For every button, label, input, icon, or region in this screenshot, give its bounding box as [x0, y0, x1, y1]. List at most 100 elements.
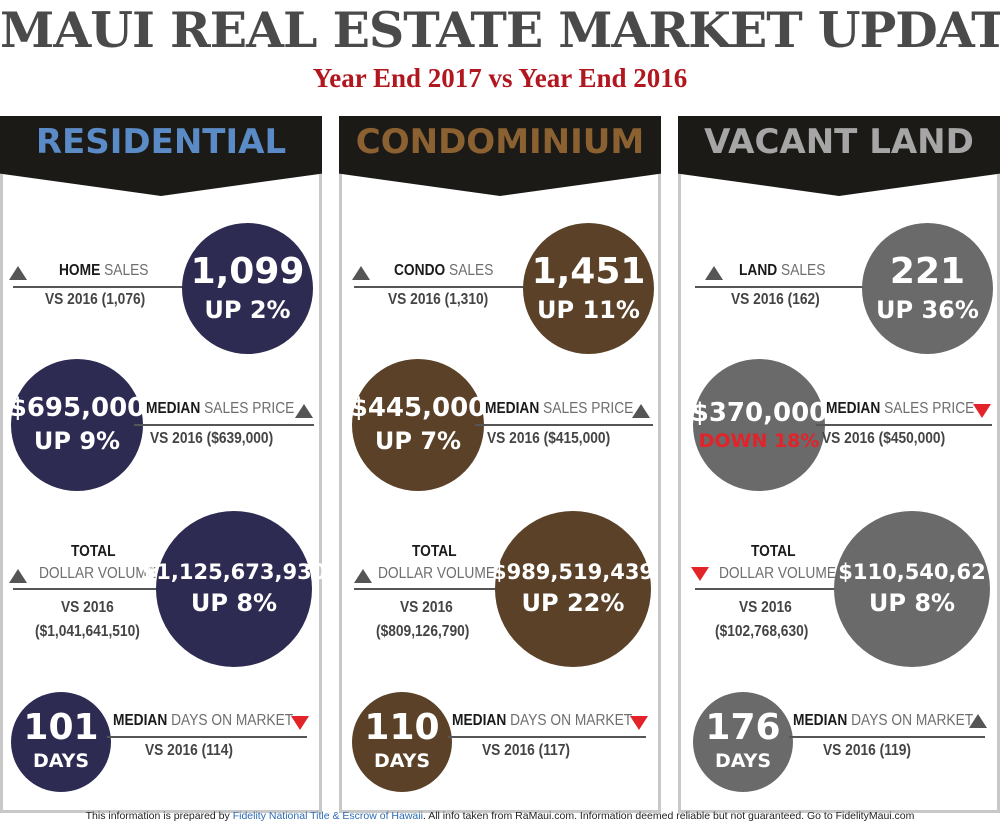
- residential-panel: RESIDENTIAL HOME SALES VS 2016 (1,076) 1…: [0, 116, 326, 813]
- fidelity-link[interactable]: Fidelity National Title & Escrow of Hawa…: [232, 810, 423, 822]
- up-arrow-icon: [354, 569, 372, 583]
- condominium-banner: CONDOMINIUM: [339, 116, 661, 196]
- sales-value: 221: [889, 250, 966, 292]
- divider: [354, 588, 504, 590]
- days-unit: DAYS: [373, 750, 431, 772]
- volume-change: UP 8%: [190, 589, 278, 617]
- volume-value: $1,125,673,930: [141, 560, 327, 584]
- days-vs-2016: VS 2016 (119): [823, 742, 911, 759]
- page-title: MAUI REAL ESTATE MARKET UPDATE: [0, 1, 1000, 59]
- residential-banner: RESIDENTIAL: [0, 116, 322, 196]
- price-circle: $695,000 UP 9%: [8, 359, 146, 491]
- divider: [13, 286, 199, 288]
- up-arrow-icon: [295, 404, 313, 418]
- sales-change: UP 2%: [204, 295, 291, 324]
- volume-circle: $989,519,439 UP 22%: [491, 511, 655, 667]
- price-value: $445,000: [349, 393, 487, 423]
- up-arrow-icon: [9, 266, 27, 280]
- days-unit: DAYS: [714, 750, 772, 772]
- divider: [354, 286, 542, 288]
- page-subtitle: Year End 2017 vs Year End 2016: [312, 63, 688, 93]
- condominium-banner-title: CONDOMINIUM: [355, 122, 645, 162]
- volume-vs-2016-value: ($809,126,790): [376, 623, 470, 640]
- days-value: 176: [705, 707, 781, 748]
- divider: [695, 588, 845, 590]
- price-circle: $370,000 DOWN 18%: [690, 359, 828, 491]
- volume-vs-2016: VS 2016: [739, 599, 792, 616]
- price-value: $695,000: [8, 393, 146, 423]
- vacant-land-panel: VACANT LAND LAND SALES VS 2016 (162) 221…: [678, 116, 1000, 813]
- divider: [816, 424, 992, 426]
- days-value: 110: [364, 707, 440, 748]
- divider: [695, 286, 881, 288]
- price-change: DOWN 18%: [698, 430, 820, 452]
- sales-change: UP 11%: [537, 295, 640, 324]
- volume-vs-2016: VS 2016: [61, 599, 114, 616]
- up-arrow-icon: [705, 266, 723, 280]
- sales-vs-2016: VS 2016 (1,310): [388, 291, 489, 308]
- volume-label-total: TOTAL: [751, 543, 796, 560]
- up-arrow-icon: [632, 404, 650, 418]
- sales-vs-2016: VS 2016 (162): [731, 291, 820, 308]
- divider: [448, 736, 646, 738]
- down-arrow-icon: [973, 404, 991, 418]
- volume-label: DOLLAR VOLUME: [39, 565, 157, 582]
- down-arrow-icon: [691, 567, 709, 581]
- sales-label: LAND SALES: [739, 262, 826, 279]
- days-unit: DAYS: [32, 750, 90, 772]
- sales-change: UP 36%: [876, 295, 979, 324]
- days-label: MEDIAN DAYS ON MARKET: [793, 712, 974, 729]
- price-circle: $445,000 UP 7%: [349, 359, 487, 491]
- volume-label: DOLLAR VOLUME: [719, 565, 837, 582]
- volume-label: DOLLAR VOLUME: [378, 565, 496, 582]
- volume-vs-2016-value: ($102,768,630): [715, 623, 809, 640]
- volume-vs-2016-value: ($1,041,641,510): [35, 623, 140, 640]
- residential-banner-title: RESIDENTIAL: [35, 122, 287, 162]
- price-label: MEDIAN SALES PRICE: [146, 400, 295, 417]
- volume-value: $110,540,62: [838, 560, 986, 584]
- footer-text: This information is prepared by: [85, 810, 233, 822]
- divider: [134, 424, 314, 426]
- price-label: MEDIAN SALES PRICE: [485, 400, 634, 417]
- footer-disclaimer: This information is prepared by Fidelity…: [0, 810, 1000, 822]
- divider: [475, 424, 653, 426]
- sales-circle: 221 UP 36%: [862, 223, 993, 354]
- sales-vs-2016: VS 2016 (1,076): [45, 291, 146, 308]
- volume-change: UP 22%: [521, 589, 625, 617]
- sales-label: CONDO SALES: [394, 262, 494, 279]
- price-vs-2016: VS 2016 ($450,000): [822, 430, 946, 447]
- sales-label: HOME SALES: [59, 262, 149, 279]
- vacant-land-banner: VACANT LAND: [678, 116, 1000, 196]
- days-vs-2016: VS 2016 (117): [482, 742, 570, 759]
- sales-value: 1,099: [190, 250, 305, 292]
- price-label: MEDIAN SALES PRICE: [826, 400, 975, 417]
- volume-label-total: TOTAL: [412, 543, 457, 560]
- divider: [13, 588, 163, 590]
- price-value: $370,000: [690, 398, 828, 428]
- volume-change: UP 8%: [868, 589, 956, 617]
- sales-value: 1,451: [531, 250, 646, 292]
- days-circle: 101 DAYS: [11, 692, 111, 792]
- days-label: MEDIAN DAYS ON MARKET: [452, 712, 633, 729]
- sales-circle: 1,451 UP 11%: [523, 223, 654, 354]
- down-arrow-icon: [630, 716, 648, 730]
- condominium-panel: CONDOMINIUM CONDO SALES VS 2016 (1,310) …: [339, 116, 661, 813]
- days-label: MEDIAN DAYS ON MARKET: [113, 712, 294, 729]
- days-value: 101: [23, 707, 99, 748]
- sales-circle: 1,099 UP 2%: [182, 223, 313, 354]
- up-arrow-icon: [352, 266, 370, 280]
- vacant-land-banner-title: VACANT LAND: [704, 122, 974, 162]
- price-vs-2016: VS 2016 ($639,000): [150, 430, 274, 447]
- volume-circle: $1,125,673,930 UP 8%: [142, 511, 326, 667]
- divider: [107, 736, 307, 738]
- up-arrow-icon: [969, 714, 987, 728]
- footer-text-end: . All info taken from RaMaui.com. Inform…: [422, 810, 915, 822]
- volume-label-total: TOTAL: [71, 543, 116, 560]
- volume-value: $989,519,439: [491, 560, 655, 584]
- price-change: UP 7%: [374, 427, 462, 455]
- days-vs-2016: VS 2016 (114): [145, 742, 233, 759]
- divider: [789, 736, 985, 738]
- volume-circle: $110,540,62 UP 8%: [834, 511, 990, 667]
- days-circle: 176 DAYS: [693, 692, 793, 792]
- volume-vs-2016: VS 2016: [400, 599, 453, 616]
